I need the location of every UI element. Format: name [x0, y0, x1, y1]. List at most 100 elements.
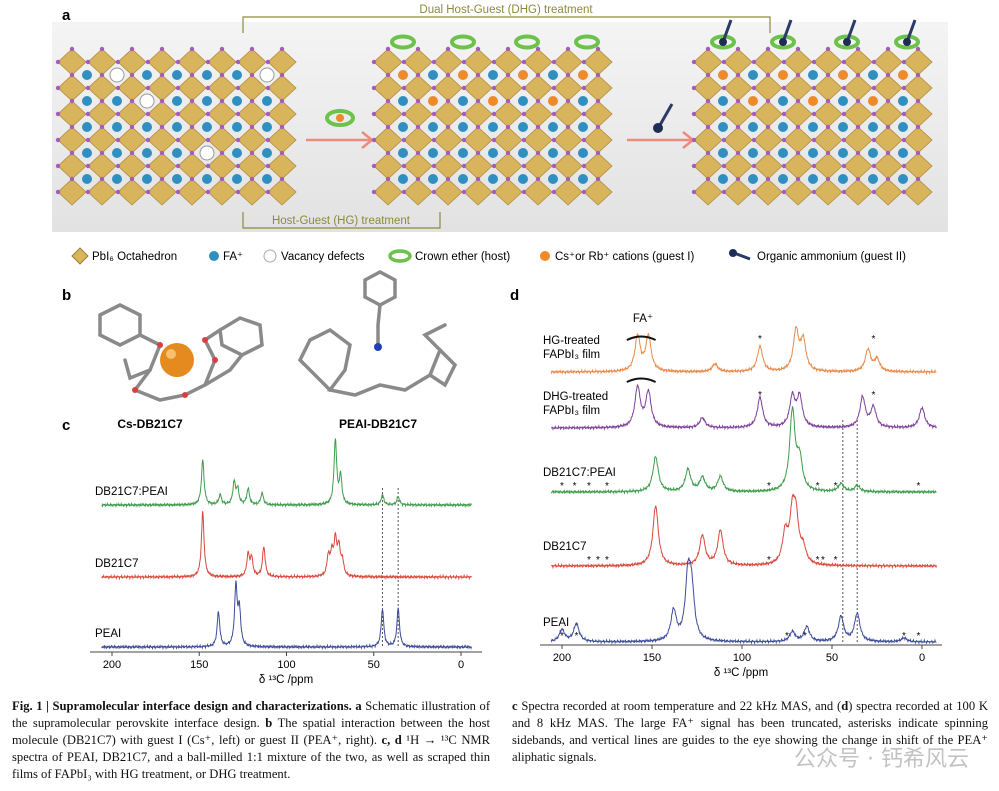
cation: [112, 96, 122, 106]
sideband-marker: *: [573, 481, 577, 492]
spectrum: [550, 405, 937, 495]
iodide: [175, 189, 181, 195]
cation: [578, 122, 588, 132]
iodide: [235, 85, 241, 91]
iodide: [721, 85, 727, 91]
legend-label: Vacancy defects: [281, 251, 365, 263]
iodide: [279, 98, 285, 104]
iodide: [765, 176, 771, 182]
iodide: [535, 176, 541, 182]
sideband-marker: *: [587, 555, 591, 566]
cation: [838, 148, 848, 158]
panel-label: c: [62, 417, 70, 434]
ammonium: [903, 38, 911, 46]
octahedron: [873, 178, 903, 206]
crown-ether: [834, 34, 860, 50]
iodide: [491, 111, 497, 117]
iodide: [565, 46, 571, 52]
iodide: [475, 124, 481, 130]
cation: [898, 96, 908, 106]
iodide: [219, 46, 225, 52]
iodide: [855, 46, 861, 52]
iodide: [431, 163, 437, 169]
iodide: [145, 59, 151, 65]
iodide: [841, 85, 847, 91]
cation: [172, 174, 182, 184]
iodide: [505, 150, 511, 156]
iodide: [279, 46, 285, 52]
iodide: [781, 137, 787, 143]
iodide: [55, 163, 61, 169]
octahedron: [783, 178, 813, 206]
iodide: [855, 72, 861, 78]
cation: [488, 148, 498, 158]
iodide: [205, 59, 211, 65]
cation-icon: [336, 114, 344, 122]
spectrum: [550, 326, 937, 376]
iodide: [85, 137, 91, 143]
iodide: [735, 72, 741, 78]
sideband-marker: *: [767, 555, 771, 566]
crown-ether: [770, 34, 796, 50]
caption-right: c Spectra recorded at room temperature a…: [512, 698, 988, 766]
iodide: [99, 72, 105, 78]
iodide: [915, 150, 921, 156]
iodide: [205, 189, 211, 195]
iodide: [445, 46, 451, 52]
legend-icon: [209, 251, 219, 261]
iodide: [841, 163, 847, 169]
iodide: [901, 163, 907, 169]
iodide: [491, 85, 497, 91]
iodide: [235, 189, 241, 195]
vacancy: [139, 93, 155, 109]
iodide: [551, 85, 557, 91]
iodide: [901, 111, 907, 117]
spectrum: [101, 511, 472, 581]
iodide: [825, 124, 831, 130]
iodide: [735, 46, 741, 52]
cation: [458, 174, 468, 184]
iodide: [595, 124, 601, 130]
iodide: [551, 59, 557, 65]
iodide: [491, 137, 497, 143]
legend-label: Cs⁺or Rb⁺ cations (guest I): [555, 251, 694, 263]
sideband-marker: *: [605, 481, 609, 492]
iodide: [55, 59, 61, 65]
iodide: [475, 150, 481, 156]
iodide: [885, 72, 891, 78]
iodide: [175, 59, 181, 65]
x-tick-label: 50: [826, 652, 838, 664]
dhg-label: Dual Host-Guest (DHG) treatment: [419, 4, 593, 16]
cation: [202, 122, 212, 132]
iodide: [159, 46, 165, 52]
cation: [172, 96, 182, 106]
legend-icon: [71, 247, 89, 265]
iodide: [915, 98, 921, 104]
iodide: [265, 189, 271, 195]
sideband-marker: *: [834, 481, 838, 492]
sideband-marker: *: [916, 481, 920, 492]
iodide: [841, 189, 847, 195]
iodide: [401, 59, 407, 65]
octahedron: [57, 178, 87, 206]
sideband-marker: *: [916, 631, 920, 642]
x-tick-label: 150: [643, 652, 661, 664]
cation: [778, 122, 788, 132]
iodide: [505, 124, 511, 130]
iodide: [855, 124, 861, 130]
iodide: [491, 163, 497, 169]
iodide: [795, 176, 801, 182]
spectrum-label: DB21C7: [95, 558, 138, 570]
iodide: [159, 124, 165, 130]
iodide: [691, 137, 697, 143]
iodide: [189, 124, 195, 130]
cation: [718, 174, 728, 184]
iodide: [175, 163, 181, 169]
iodide: [751, 111, 757, 117]
iodide: [505, 72, 511, 78]
vacancy: [259, 67, 275, 83]
iodide: [401, 85, 407, 91]
iodide: [189, 46, 195, 52]
iodide: [385, 98, 391, 104]
ammonium-icon: [658, 103, 674, 126]
